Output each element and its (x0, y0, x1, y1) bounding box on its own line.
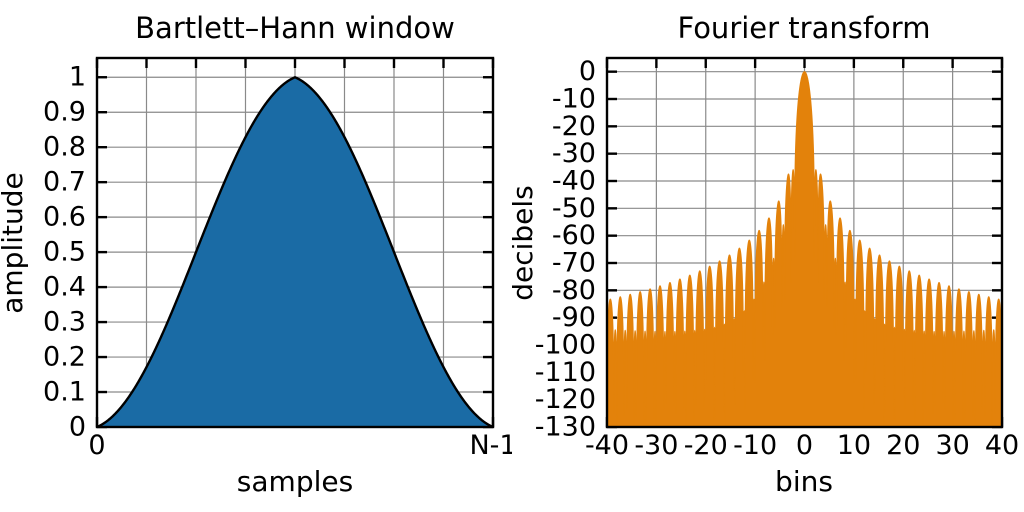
y-tick-label: 0 (579, 56, 596, 87)
curve-window (96, 75, 494, 429)
y-axis-label-amplitude: amplitude (0, 172, 29, 314)
chart-title-window: Bartlett–Hann window (135, 11, 455, 45)
y-tick-label: 0 (69, 412, 86, 443)
x-axis-label-bins: bins (775, 465, 833, 498)
y-tick-label: 0.5 (43, 237, 86, 268)
y-tick-label: -80 (552, 275, 596, 306)
y-tick-label: -30 (552, 138, 596, 169)
area-series-fourier (606, 71, 1003, 428)
y-tick-label: 0.9 (43, 97, 86, 128)
x-tick-label: N-1 (469, 430, 512, 461)
y-tick-label: -40 (552, 166, 596, 197)
y-tick-label: -10 (552, 84, 596, 115)
y-tick-label: -50 (552, 193, 596, 224)
plot-area-window (95, 56, 495, 429)
y-tick-label: 0.1 (43, 377, 86, 408)
x-tick-label: -20 (684, 430, 728, 461)
y-tick-label: -60 (552, 220, 596, 251)
y-tick-label: -120 (535, 384, 596, 415)
y-tick-label: 0.4 (43, 272, 86, 303)
plot-frame (95, 56, 495, 429)
y-tick-label: -90 (552, 302, 596, 333)
y-tick-label: 1 (69, 62, 86, 93)
y-tick-label: 0.6 (43, 202, 86, 233)
area-series-window (97, 77, 493, 428)
y-tick-label: -130 (535, 412, 596, 443)
y-axis-label-decibels: decibels (512, 185, 539, 301)
y-tick-label: -70 (552, 248, 596, 279)
y-tick-label: 0.7 (43, 167, 86, 198)
x-tick-label: 30 (935, 430, 969, 461)
chart-title-fourier: Fourier transform (678, 11, 931, 45)
y-tick-label: -110 (535, 357, 596, 388)
x-tick-label: 10 (837, 430, 871, 461)
plot-frame (605, 56, 1004, 429)
panel-bartlett-hann-window: Bartlett–Hann window samples amplitude 1… (0, 11, 512, 498)
y-tick-label: 0.3 (43, 307, 86, 338)
x-tick-label: -10 (733, 430, 777, 461)
x-tick-label: -30 (634, 430, 678, 461)
x-tick-label: -40 (585, 430, 629, 461)
x-tick-label: 0 (796, 430, 813, 461)
x-tick-label: 0 (88, 430, 105, 461)
y-tick-label: 0.2 (43, 342, 86, 373)
plot-area-fourier (605, 56, 1004, 429)
x-tick-label: 20 (886, 430, 920, 461)
x-tick-label: 40 (985, 430, 1019, 461)
x-axis-label-samples: samples (237, 465, 353, 498)
y-tick-label: -100 (535, 330, 596, 361)
y-tick-label: 0.8 (43, 132, 86, 163)
y-tick-label: -20 (552, 111, 596, 142)
panel-fourier-transform: Fourier transform bins decibels 0-10-20-… (512, 11, 1019, 498)
